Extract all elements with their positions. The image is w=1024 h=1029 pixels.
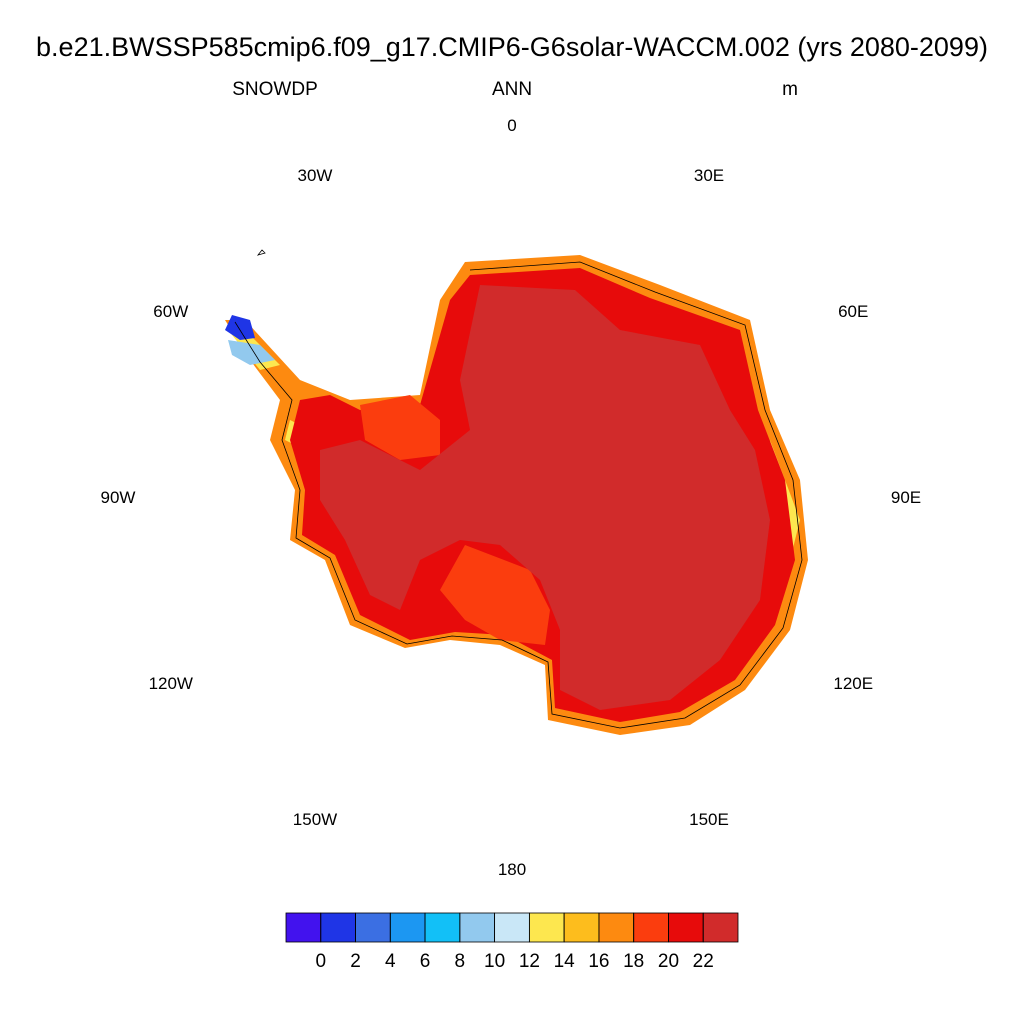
colorbar-box <box>355 912 391 943</box>
coastline <box>234 249 803 729</box>
colorbar-box <box>528 912 565 943</box>
colorbar-tick-label: 10 <box>484 951 505 972</box>
colorbar-tick-label: 2 <box>350 951 361 972</box>
colorbar-box <box>598 912 635 943</box>
colorbar-box <box>702 912 739 943</box>
title: b.e21.BWSSP585cmip6.f09_g17.CMIP6-G6sola… <box>36 32 988 62</box>
longitude-label: 0 <box>507 116 516 135</box>
colorbar-box <box>668 912 704 943</box>
longitude-label: 150W <box>293 810 337 829</box>
season-label: ANN <box>492 79 532 100</box>
antarctica <box>225 249 808 735</box>
colorbar-box <box>424 912 461 943</box>
longitude-labels: 0 30E 60E 90E 120E 150E 180 150W 120W 90W 60W 30W <box>101 116 922 879</box>
colorbar-tick-label: 0 <box>315 951 326 972</box>
longitude-label: 120E <box>833 674 873 693</box>
longitude-label: 120W <box>149 674 193 693</box>
longitude-label: 60E <box>838 302 868 321</box>
colorbar-tick-label: 4 <box>385 951 396 972</box>
colorbar-box <box>389 912 426 943</box>
colorbar-tick-label: 12 <box>519 951 540 972</box>
longitude-label: 150E <box>689 810 729 829</box>
colorbar-tick-label: 8 <box>455 951 466 972</box>
units-label: m <box>782 79 798 100</box>
colorbar-tick-label: 16 <box>588 951 609 972</box>
longitude-label: 30E <box>694 166 724 185</box>
interior-fill <box>320 285 770 710</box>
colorbar-box <box>320 912 356 943</box>
longitude-label: 60W <box>153 302 188 321</box>
colorbar-box <box>285 912 322 943</box>
longitude-label: 90E <box>891 488 921 507</box>
colorbar-box <box>459 912 496 943</box>
colorbar-box <box>494 912 530 943</box>
colorbar-tick-label: 18 <box>623 951 644 972</box>
colorbar-box <box>633 912 669 943</box>
colorbar: 0 2 4 6 8 10 12 14 16 18 20 22 <box>285 912 739 972</box>
longitude-label: 90W <box>101 488 136 507</box>
longitude-label: 30W <box>298 166 333 185</box>
variable-label: SNOWDP <box>232 79 318 100</box>
colorbar-box <box>563 912 600 943</box>
colorbar-tick-label: 20 <box>658 951 679 972</box>
peninsula-blue <box>225 315 255 340</box>
colorbar-tick-label: 22 <box>693 951 714 972</box>
colorbar-tick-label: 14 <box>554 951 576 972</box>
peninsula-lightblue <box>228 340 275 365</box>
colorbar-tick-label: 6 <box>420 951 431 972</box>
ross-shelf-orange <box>360 395 550 645</box>
longitude-label: 180 <box>498 860 526 879</box>
